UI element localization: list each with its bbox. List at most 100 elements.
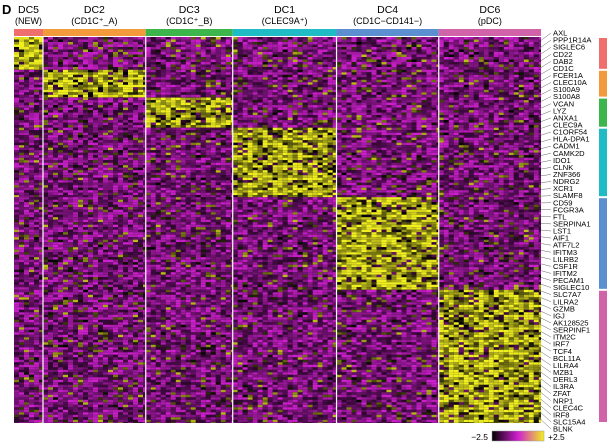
gene-label: AK128525 (553, 319, 588, 328)
gene-connector (540, 372, 552, 380)
heatmap-block-r3-c5 (438, 127, 541, 198)
gene-connector (540, 317, 552, 324)
gene-connector (540, 167, 552, 170)
heatmap-block-r0-c2 (145, 37, 233, 70)
column-strip-dc4 (336, 29, 439, 36)
gene-connector (540, 392, 552, 401)
column-label-dc1: DC1 (274, 4, 295, 16)
gene-label: CADM1 (553, 142, 580, 151)
heatmap-block-r4-c5 (438, 197, 541, 290)
gene-connector (540, 229, 552, 232)
gene-connector (540, 39, 552, 48)
gene-connector (540, 331, 552, 338)
gene-connector (540, 419, 552, 430)
column-label-dc5: DC5 (18, 4, 39, 16)
gene-label: LILRB2 (553, 255, 578, 264)
column-sublabel-dc4: (CD1C−CD141−) (353, 16, 422, 26)
column-label-dc2: DC2 (84, 4, 105, 16)
gene-connector (540, 110, 552, 116)
color-scale-legend: −2.5 +2.5 (471, 430, 565, 442)
heatmap-block-r1-c4 (336, 69, 439, 98)
heatmap-block-r2-c3 (232, 97, 337, 128)
gene-label: SERPINA1 (553, 220, 591, 229)
gene-connector (540, 412, 552, 423)
heatmap-cells (14, 37, 541, 423)
gene-connector (540, 284, 552, 288)
gene-label: CLEC10A (553, 78, 588, 87)
column-label-dc6: DC6 (479, 4, 500, 16)
column-sublabel-dc3: (CD1C⁺_B) (166, 16, 212, 26)
gene-connector (540, 68, 552, 75)
gene-connector (540, 358, 552, 366)
gene-connector (540, 405, 552, 415)
heatmap-block-r4-c3 (232, 197, 337, 290)
heatmap-block-r3-c1 (43, 127, 146, 198)
gene-label: VCAN (553, 99, 574, 108)
gene-connector (540, 236, 552, 239)
gene-group-bar-dc6 (599, 290, 607, 422)
gene-label: CSF1R (553, 262, 578, 271)
gene-label: IL3RA (553, 382, 575, 391)
gene-label: CD1C (553, 64, 574, 73)
gene-label: SLC7A7 (553, 290, 581, 299)
gene-connector (540, 46, 552, 55)
gene-label: BLNK (553, 425, 573, 434)
column-label-dc3: DC3 (179, 4, 200, 16)
column-strip-dc3 (145, 29, 233, 36)
gene-connector (540, 131, 552, 136)
gene-label: MZB1 (553, 368, 573, 377)
gene-label: AIF1 (553, 234, 569, 243)
gene-connector (540, 223, 552, 225)
gene-label: PECAM1 (553, 276, 584, 285)
gene-label: LYZ (553, 106, 567, 115)
gene-connector (540, 256, 552, 260)
gene-label: CAMK2D (553, 149, 585, 158)
gene-connector (540, 365, 552, 373)
column-sublabel-dc2: (CD1C⁺_A) (71, 16, 117, 26)
gene-label: LST1 (553, 227, 571, 236)
gene-connector (540, 181, 552, 183)
gene-label: ZFAT (553, 389, 571, 398)
gene-connector (540, 338, 552, 345)
gene-label: IRF8 (553, 410, 569, 419)
gene-connector (540, 188, 552, 190)
gene-label: FTL (553, 212, 567, 221)
heatmap-block-r2-c5 (438, 97, 541, 128)
gene-group-bar-dc1 (599, 128, 607, 197)
gene-label: S100A8 (553, 92, 580, 101)
gene-connector (540, 96, 552, 102)
gene-label: AXL (553, 29, 567, 38)
color-scale-bar (491, 430, 545, 442)
gene-connector (540, 61, 552, 68)
gene-group-bar-dc4 (599, 198, 607, 289)
gene-label: IFITM3 (553, 248, 577, 257)
gene-label: GZMB (553, 304, 575, 313)
gene-label: CD22 (553, 50, 572, 59)
gene-connector (540, 124, 552, 129)
gene-connector (540, 75, 552, 82)
heatmap-block-r2-c2 (145, 97, 233, 128)
heatmap-block-r5-c1 (43, 289, 146, 423)
heatmap-block-r4-c0 (14, 197, 43, 290)
column-strip-dc6 (438, 29, 541, 36)
gene-connector (540, 117, 552, 122)
gene-labels: AXLPPP1R14ASIGLEC6CD22DAB2CD1CFCER1ACLEC… (540, 29, 592, 434)
heatmap-block-r4-c2 (145, 197, 233, 290)
gene-label: ATF7L2 (553, 241, 579, 250)
gene-connector (540, 82, 552, 88)
gene-label: CLNK (553, 163, 573, 172)
gene-connector (540, 270, 552, 274)
gene-label: C1ORF54 (553, 128, 587, 137)
heatmap-block-r5-c4 (336, 289, 439, 423)
gene-connector (540, 153, 552, 156)
gene-connector (540, 54, 552, 61)
heatmap-block-r3-c3 (232, 127, 337, 198)
gene-connector (540, 277, 552, 281)
gene-group-bar-dc5 (599, 38, 607, 69)
heatmap-block-r5-c0 (14, 289, 43, 423)
gene-label: PPP1R14A (553, 36, 592, 45)
gene-connector (540, 145, 552, 149)
gene-connector (540, 243, 552, 246)
gene-label: IRF7 (553, 340, 569, 349)
gene-label: ANXA1 (553, 113, 578, 122)
